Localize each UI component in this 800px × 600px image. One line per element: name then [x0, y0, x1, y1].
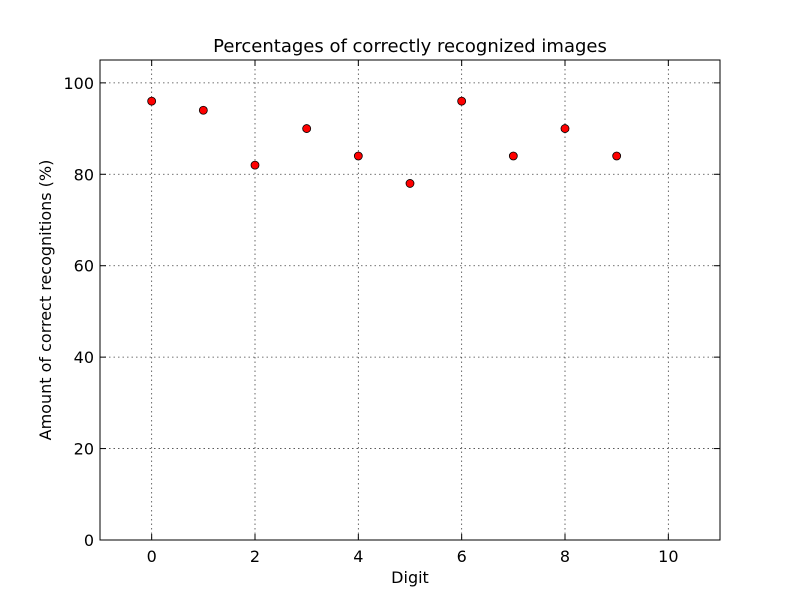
- data-point: [508, 151, 518, 161]
- y-tick-label: 100: [63, 74, 94, 93]
- x-tick-label: 0: [147, 547, 157, 566]
- data-point: [457, 96, 467, 106]
- data-point: [147, 96, 157, 106]
- x-tick-label: 2: [250, 547, 260, 566]
- x-axis-label: Digit: [391, 568, 429, 587]
- data-point: [612, 151, 622, 161]
- data-point: [560, 124, 570, 133]
- data-point: [405, 179, 415, 188]
- y-axis-label: Amount of correct recognitions (%): [36, 160, 55, 441]
- x-tick-label: 6: [457, 547, 467, 566]
- x-tick-label: 4: [353, 547, 363, 566]
- data-points: [147, 96, 622, 188]
- y-tick-label: 20: [74, 440, 94, 459]
- x-tick-label: 10: [658, 547, 678, 566]
- y-tick-label: 0: [84, 531, 94, 550]
- grid-lines: [100, 60, 720, 541]
- data-point: [198, 105, 208, 115]
- data-point: [250, 160, 260, 170]
- chart-title: Percentages of correctly recognized imag…: [213, 36, 607, 57]
- data-point: [302, 124, 312, 133]
- y-tick-label: 80: [74, 165, 94, 184]
- plot-frame: [99, 59, 721, 541]
- y-tick-label: 60: [74, 257, 94, 276]
- data-point: [353, 151, 363, 161]
- x-tick-label: 8: [560, 547, 570, 566]
- y-tick-label: 40: [74, 348, 94, 367]
